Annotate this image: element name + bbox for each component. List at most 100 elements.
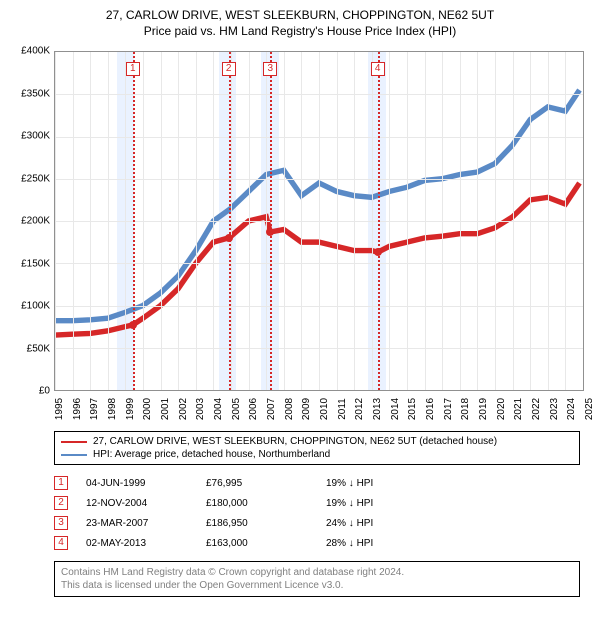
- sale-diff: 24% ↓ HPI: [326, 518, 580, 529]
- sale-date: 12-NOV-2004: [86, 498, 206, 509]
- x-gridline: [337, 52, 338, 390]
- x-gridline: [460, 52, 461, 390]
- x-axis: 1995 1996 1997 1998 1999 2000 2001 2002 2003 2004…: [54, 391, 584, 425]
- event-dashline: [229, 52, 231, 390]
- x-tick-label: 2007: [266, 398, 277, 420]
- x-tick-label: 2022: [531, 398, 542, 420]
- sales-table: 1 04-JUN-1999£76,99519% ↓ HPI 2 12-NOV-2004…: [54, 473, 580, 553]
- x-tick-label: 2012: [354, 398, 365, 420]
- sale-number-box: 2: [54, 496, 68, 510]
- x-gridline: [249, 52, 250, 390]
- x-gridline: [354, 52, 355, 390]
- event-dashline: [270, 52, 272, 390]
- x-gridline: [301, 52, 302, 390]
- plot-area: 1234: [54, 51, 584, 391]
- sale-price: £186,950: [206, 518, 326, 529]
- x-gridline: [108, 52, 109, 390]
- footer-box: Contains HM Land Registry data © Crown c…: [54, 561, 580, 597]
- page-container: 27, CARLOW DRIVE, WEST SLEEKBURN, CHOPPI…: [0, 0, 600, 607]
- sale-price: £76,995: [206, 478, 326, 489]
- sale-price: £163,000: [206, 538, 326, 549]
- legend-swatch: [61, 454, 87, 456]
- y-tick-label: £200K: [21, 216, 50, 227]
- x-tick-label: 2016: [425, 398, 436, 420]
- x-gridline: [90, 52, 91, 390]
- legend-swatch: [61, 441, 87, 443]
- y-tick-label: £250K: [21, 173, 50, 184]
- footer-line-2: This data is licensed under the Open Gov…: [61, 579, 573, 592]
- y-tick-label: £50K: [27, 343, 50, 354]
- x-tick-label: 1997: [89, 398, 100, 420]
- sale-date: 04-JUN-1999: [86, 478, 206, 489]
- chart-title-line2: Price paid vs. HM Land Registry's House …: [10, 24, 590, 40]
- sale-number-box: 1: [54, 476, 68, 490]
- x-tick-label: 2006: [248, 398, 259, 420]
- y-axis: £0£50K£100K£150K£200K£250K£300K£350K£400…: [10, 51, 54, 391]
- x-tick-label: 2019: [478, 398, 489, 420]
- x-tick-label: 2003: [195, 398, 206, 420]
- x-gridline: [513, 52, 514, 390]
- x-gridline: [266, 52, 267, 390]
- legend-label: 27, CARLOW DRIVE, WEST SLEEKBURN, CHOPPI…: [93, 436, 497, 447]
- x-gridline: [178, 52, 179, 390]
- x-gridline: [495, 52, 496, 390]
- x-gridline: [319, 52, 320, 390]
- x-tick-label: 2014: [390, 398, 401, 420]
- x-tick-label: 2010: [319, 398, 330, 420]
- x-tick-label: 1999: [125, 398, 136, 420]
- sale-number-box: 4: [54, 536, 68, 550]
- sale-row: 402-MAY-2013£163,00028% ↓ HPI: [54, 533, 580, 553]
- x-tick-label: 2020: [496, 398, 507, 420]
- x-gridline: [548, 52, 549, 390]
- event-marker: 2: [222, 62, 236, 76]
- x-tick-label: 1998: [107, 398, 118, 420]
- x-tick-label: 2011: [337, 398, 348, 420]
- y-tick-label: £350K: [21, 88, 50, 99]
- chart-box: £0£50K£100K£150K£200K£250K£300K£350K£400…: [10, 45, 590, 425]
- sale-row: 323-MAR-2007£186,95024% ↓ HPI: [54, 513, 580, 533]
- sale-diff: 19% ↓ HPI: [326, 478, 580, 489]
- x-tick-label: 2024: [566, 398, 577, 420]
- event-dashline: [133, 52, 135, 390]
- y-tick-label: £0: [39, 386, 50, 397]
- x-gridline: [407, 52, 408, 390]
- event-marker: 4: [371, 62, 385, 76]
- x-tick-label: 2004: [213, 398, 224, 420]
- x-gridline: [73, 52, 74, 390]
- x-tick-label: 2013: [372, 398, 383, 420]
- event-dashline: [378, 52, 380, 390]
- x-tick-label: 1995: [54, 398, 65, 420]
- x-gridline: [372, 52, 373, 390]
- x-gridline: [231, 52, 232, 390]
- sale-point: [266, 228, 274, 236]
- sale-price: £180,000: [206, 498, 326, 509]
- sale-diff: 19% ↓ HPI: [326, 498, 580, 509]
- x-tick-label: 2002: [178, 398, 189, 420]
- event-marker: 1: [126, 62, 140, 76]
- sale-row: 2 12-NOV-2004£180,00019% ↓ HPI: [54, 493, 580, 513]
- legend-label: HPI: Average price, detached house, Nort…: [93, 449, 330, 460]
- x-gridline: [477, 52, 478, 390]
- x-tick-label: 2000: [142, 398, 153, 420]
- x-gridline: [389, 52, 390, 390]
- x-gridline: [196, 52, 197, 390]
- x-tick-label: 2023: [549, 398, 560, 420]
- sale-point: [374, 248, 382, 256]
- x-tick-label: 1996: [72, 398, 83, 420]
- legend-row: HPI: Average price, detached house, Nort…: [61, 448, 573, 461]
- y-tick-label: £400K: [21, 46, 50, 57]
- sale-date: 23-MAR-2007: [86, 518, 206, 529]
- x-tick-label: 2015: [407, 398, 418, 420]
- x-gridline: [161, 52, 162, 390]
- x-gridline: [143, 52, 144, 390]
- x-tick-label: 2018: [460, 398, 471, 420]
- x-gridline: [425, 52, 426, 390]
- x-gridline: [583, 52, 584, 390]
- x-gridline: [530, 52, 531, 390]
- x-gridline: [213, 52, 214, 390]
- footer-line-1: Contains HM Land Registry data © Crown c…: [61, 566, 573, 579]
- x-tick-label: 2021: [513, 398, 524, 420]
- x-tick-label: 2001: [160, 398, 171, 420]
- sale-date: 02-MAY-2013: [86, 538, 206, 549]
- x-gridline: [55, 52, 56, 390]
